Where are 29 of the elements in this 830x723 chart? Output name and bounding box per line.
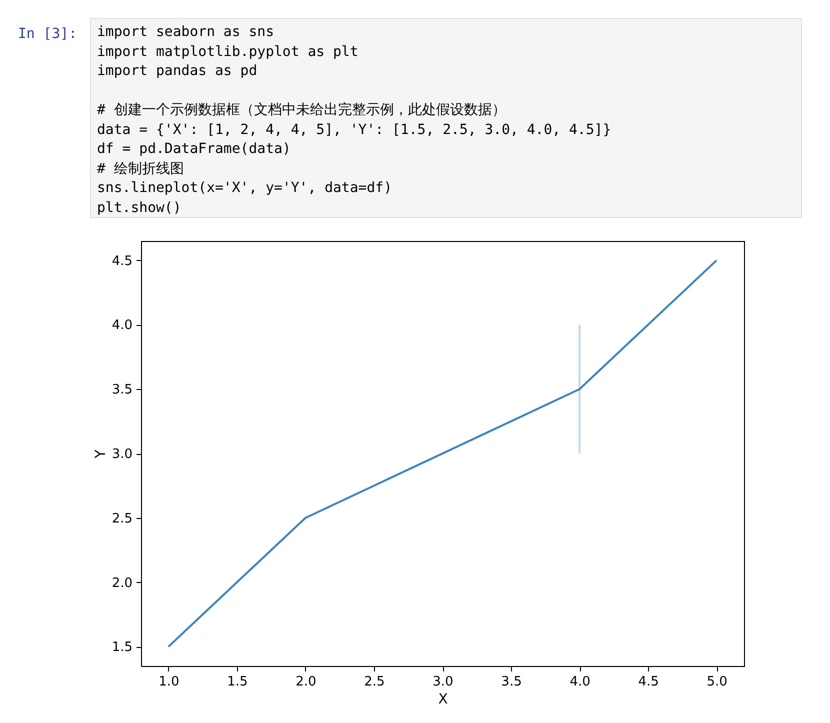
x-tick-label: 2.0	[296, 674, 316, 690]
text: data = {'X': [1, 2, 4, 4, 5], 'Y': [1.5, 2.5, 3.0, 4.0, 4.5]}	[97, 120, 612, 140]
y-tick-label: 4.5	[112, 254, 132, 269]
line-series	[167, 259, 718, 648]
y-tick-label: 2.5	[112, 511, 132, 526]
x-axis-title: X	[438, 692, 448, 708]
x-tick-label: 4.0	[570, 674, 590, 690]
x-tick-label: 3.0	[432, 674, 454, 690]
y-axis-title: Y	[92, 449, 109, 460]
text: # 绘制折线图	[97, 160, 185, 178]
x-tick-label: 1.5	[227, 674, 248, 690]
y-tick-label: 3.5	[112, 382, 132, 398]
text: import matplotlib.pyplot as plt	[97, 42, 360, 62]
text: df = pd.DataFrame(data)	[97, 140, 292, 159]
text: import pandas as pd	[97, 62, 258, 81]
x-tick-label: 5.0	[706, 674, 728, 690]
x-tick-label: 2.5	[364, 674, 385, 690]
text: sns.lineplot(x='X', y='Y', data=df)	[97, 179, 394, 198]
text: In [3]:	[18, 26, 78, 42]
y-tick-label: 1.5	[112, 640, 132, 656]
y-tick-label: 3.0	[112, 447, 132, 462]
y-tick-label: 2.0	[112, 576, 132, 591]
x-tick-label: 4.5	[638, 674, 659, 690]
y-tick-label: 4.0	[112, 318, 132, 334]
text: import seaborn as sns	[97, 23, 276, 42]
x-tick-label: 1.0	[158, 674, 180, 690]
x-tick-label: 3.5	[501, 674, 522, 690]
text: # 创建一个示例数据框（文档中未给出完整示例，此处假设数据）	[97, 101, 507, 120]
text: plt.show()	[97, 198, 182, 218]
